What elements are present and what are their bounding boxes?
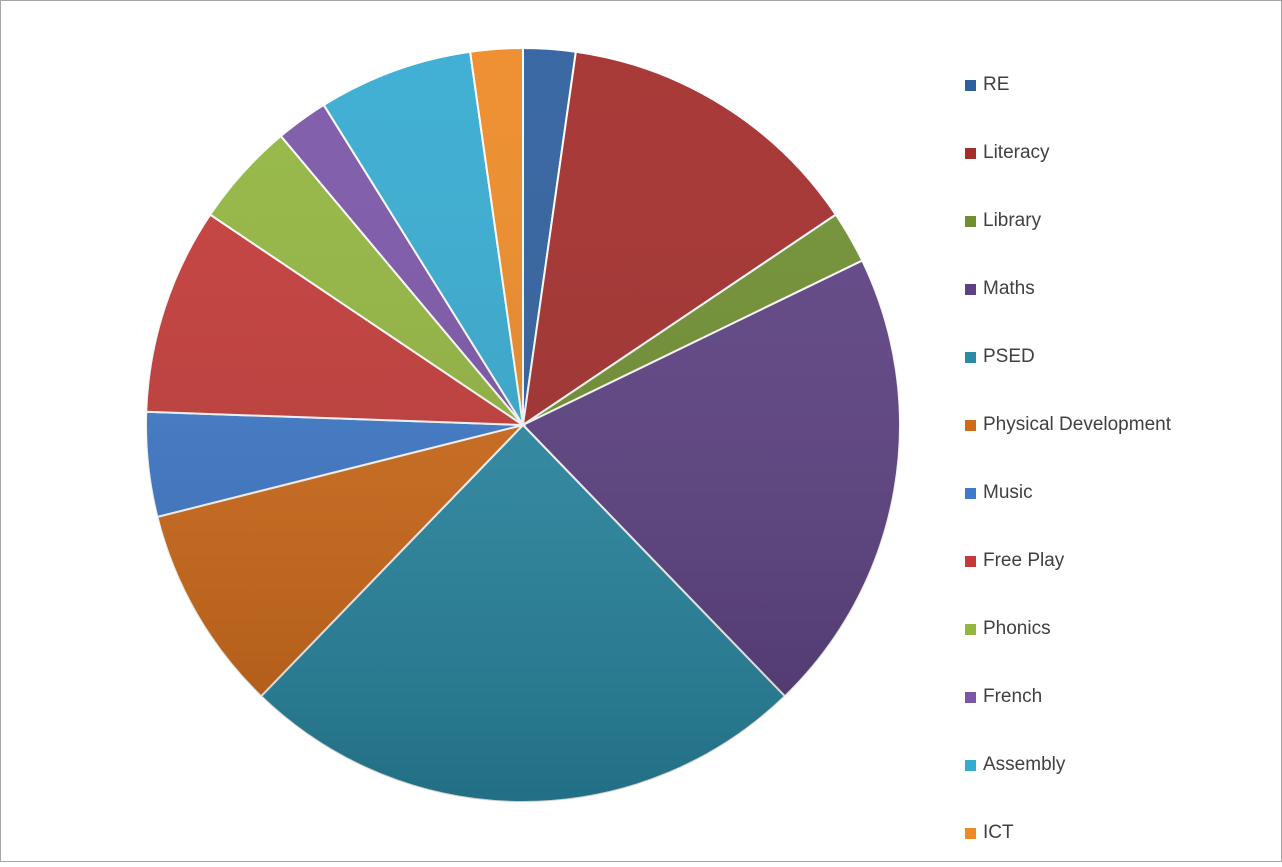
legend-item-library: Library xyxy=(965,187,1265,255)
legend-label: Literacy xyxy=(983,142,1050,163)
legend-label: French xyxy=(983,686,1043,707)
legend-label: RE xyxy=(983,74,1010,95)
pie-slices xyxy=(145,46,901,804)
legend-item-re: RE xyxy=(965,51,1265,119)
legend-item-assembly: Assembly xyxy=(965,731,1265,799)
legend-swatch-re xyxy=(965,79,976,91)
legend-label: Library xyxy=(983,210,1042,231)
legend-label: ICT xyxy=(983,822,1014,843)
legend-item-maths: Maths xyxy=(965,255,1265,323)
legend-item-physical-development: Physical Development xyxy=(965,391,1265,459)
legend: RE Literacy Library Maths PSED Physical Devel… xyxy=(965,67,1265,867)
legend-label: Maths xyxy=(983,278,1035,299)
legend-swatch-assembly xyxy=(965,759,976,771)
legend-swatch-music xyxy=(965,487,976,499)
legend-item-music: Music xyxy=(965,459,1265,527)
legend-swatch-literacy xyxy=(965,147,976,159)
legend-item-french: French xyxy=(965,663,1265,731)
legend-label: Physical Development xyxy=(983,414,1171,435)
legend-item-psed: PSED xyxy=(965,323,1265,391)
legend-item-literacy: Literacy xyxy=(965,119,1265,187)
legend-item-ict: ICT xyxy=(965,799,1265,867)
legend-swatch-ict xyxy=(965,827,976,839)
legend-label: Music xyxy=(983,482,1033,503)
legend-label: Assembly xyxy=(983,754,1066,775)
legend-item-free-play: Free Play xyxy=(965,527,1265,595)
legend-swatch-psed xyxy=(965,351,976,363)
legend-swatch-maths xyxy=(965,283,976,295)
legend-swatch-phonics xyxy=(965,623,976,635)
legend-item-phonics: Phonics xyxy=(965,595,1265,663)
legend-label: PSED xyxy=(983,346,1035,367)
legend-swatch-free-play xyxy=(965,555,976,567)
legend-label: Free Play xyxy=(983,550,1065,571)
legend-swatch-physical-development xyxy=(965,419,976,431)
legend-swatch-french xyxy=(965,691,976,703)
legend-swatch-library xyxy=(965,215,976,227)
legend-label: Phonics xyxy=(983,618,1051,639)
